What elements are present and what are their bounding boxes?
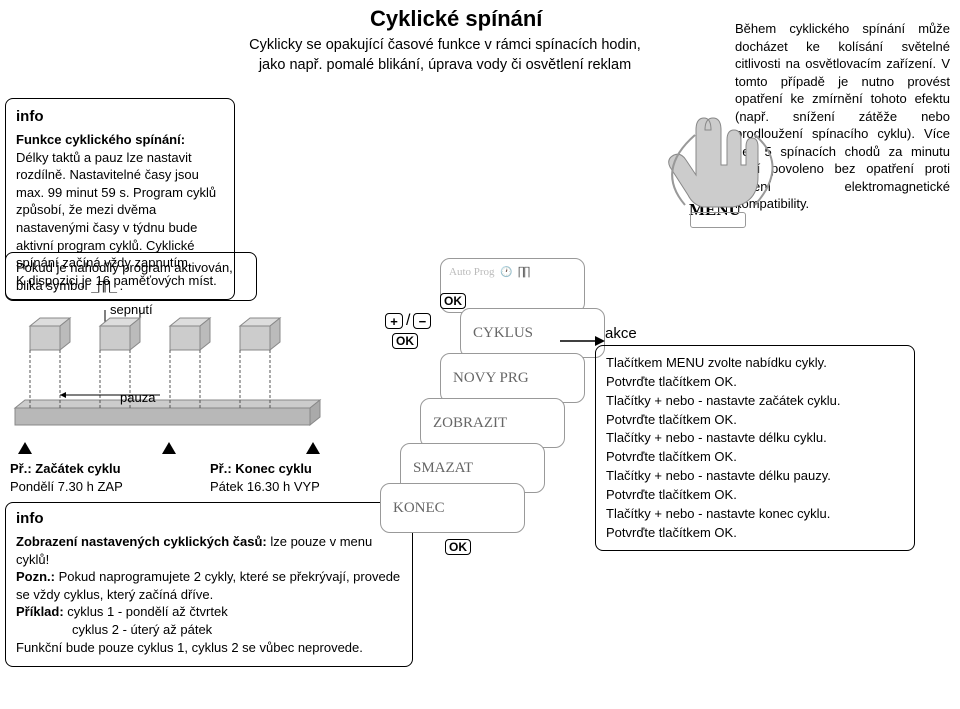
ib-l2a: Pozn.:	[16, 569, 55, 584]
ib-l1a: Zobrazení nastavených cyklických časů:	[16, 534, 267, 549]
example-end: Př.: Konec cyklu Pátek 16.30 h VYP	[210, 460, 320, 495]
screen-top-row: Auto Prog 🕐 ∏∏	[449, 265, 529, 278]
screen-smazat-label: SMAZAT	[401, 444, 544, 477]
akce-line: Potvrďte tlačítkem OK.	[606, 524, 904, 543]
ex-start-val: Pondělí 7.30 h ZAP	[10, 479, 123, 494]
page-subtitle: Cyklicky se opakující časové funkce v rá…	[235, 36, 655, 75]
akce-line: Potvrďte tlačítkem OK.	[606, 448, 904, 467]
ok-button-mid[interactable]: OK	[392, 332, 418, 350]
ib-l3a: Příklad:	[16, 604, 64, 619]
akce-line: Potvrďte tlačítkem OK.	[606, 373, 904, 392]
info-heading: Funkce cyklického spínání:	[16, 131, 224, 149]
menu-button-outline	[690, 212, 746, 228]
screen-zobrazit: ZOBRAZIT	[420, 398, 565, 448]
info-label: info	[16, 107, 224, 127]
minus-button[interactable]: −	[413, 313, 431, 329]
plus-button[interactable]: +	[385, 313, 403, 329]
example-start: Př.: Začátek cyklu Pondělí 7.30 h ZAP	[10, 460, 123, 495]
akce-box: Tlačítkem MENU zvolte nabídku cykly. Pot…	[595, 345, 915, 551]
screen-konec-label: KONEC	[381, 484, 524, 517]
info-label-bottom: info	[16, 509, 402, 529]
ex-start-title: Př.: Začátek cyklu	[10, 461, 121, 476]
akce-line: Tlačítky + nebo - nastavte délku cyklu.	[606, 429, 904, 448]
akce-line: Potvrďte tlačítkem OK.	[606, 411, 904, 430]
triangle-markers	[18, 442, 320, 454]
screen-novyprg-label: NOVY PRG	[441, 354, 584, 387]
ok-button-top[interactable]: OK	[440, 292, 466, 310]
akce-title: akce	[605, 325, 637, 342]
ex-end-title: Př.: Konec cyklu	[210, 461, 312, 476]
screen-zobrazit-label: ZOBRAZIT	[421, 399, 564, 432]
menu-cascade: Auto Prog 🕐 ∏∏ OK CYKLUS +/− OK NOVY PRG…	[385, 258, 595, 558]
akce-line: Tlačítkem MENU zvolte nabídku cykly.	[606, 354, 904, 373]
page-title: Cyklické spínání	[370, 6, 542, 32]
ib-l4: Funkční bude pouze cyklus 1, cyklus 2 se…	[16, 640, 363, 655]
ib-l2b: Pokud naprogramujete 2 cykly, které se p…	[16, 569, 400, 602]
ex-end-val: Pátek 16.30 h VYP	[210, 479, 320, 494]
note-text: Pokud je nahodilý program aktivován, bli…	[16, 260, 233, 293]
info-box-display: info Zobrazení nastavených cyklických ča…	[5, 502, 413, 667]
ib-l3c: cyklus 2 - úterý až pátek	[72, 622, 212, 637]
ok-button-bottom[interactable]: OK	[445, 538, 471, 556]
label-pauza: pauza	[120, 390, 155, 405]
screen-konec: KONEC	[380, 483, 525, 533]
screen-novyprg: NOVY PRG	[440, 353, 585, 403]
akce-line: Tlačítky + nebo - nastavte délku pauzy.	[606, 467, 904, 486]
akce-line: Potvrďte tlačítkem OK.	[606, 486, 904, 505]
note-box-random: Pokud je nahodilý program aktivován, bli…	[5, 252, 257, 301]
timing-diagram	[10, 300, 340, 455]
akce-line: Tlačítky + nebo - nastavte začátek cyklu…	[606, 392, 904, 411]
menu-illustration: MENU	[650, 110, 780, 235]
akce-line: Tlačítky + nebo - nastavte konec cyklu.	[606, 505, 904, 524]
ib-l3b: cyklus 1 - pondělí až čtvrtek	[64, 604, 228, 619]
plus-minus-buttons[interactable]: +/−	[385, 313, 431, 329]
pulse-icon: _∏∏_	[91, 278, 116, 294]
